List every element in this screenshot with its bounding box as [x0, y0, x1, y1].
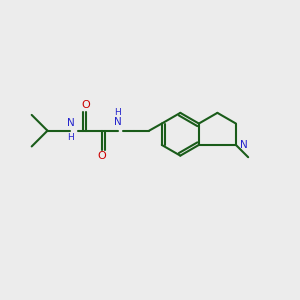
- Text: H: H: [67, 133, 74, 142]
- Text: H: H: [115, 108, 121, 117]
- Text: N: N: [114, 117, 122, 127]
- Text: O: O: [98, 151, 106, 161]
- Text: O: O: [81, 100, 90, 110]
- Text: N: N: [67, 118, 74, 128]
- Text: N: N: [240, 140, 248, 150]
